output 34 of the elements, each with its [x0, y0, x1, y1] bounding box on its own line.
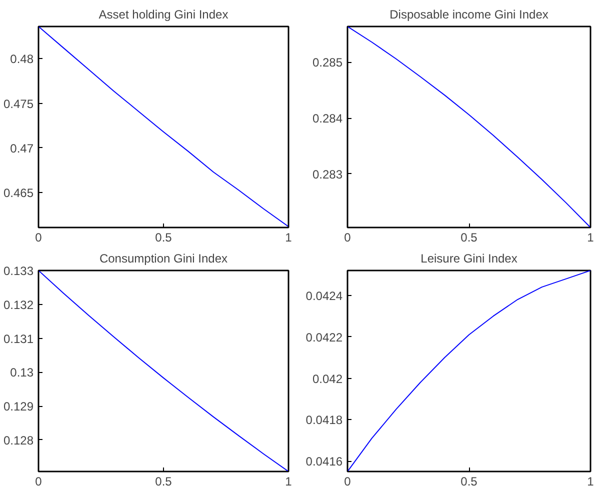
y-tick-label: 0.47 [10, 141, 34, 156]
x-tick-label: 0 [35, 230, 42, 244]
y-tick-label: 0.475 [3, 96, 34, 111]
chart-title: Consumption Gini Index [99, 252, 228, 266]
y-tick-label: 0.285 [312, 56, 343, 70]
x-tick-label: 1 [587, 474, 594, 488]
x-tick-label: 0 [344, 474, 352, 488]
x-tick-label: 1 [587, 230, 594, 244]
x-tick-label: 0 [35, 474, 42, 488]
x-tick-label: 0.5 [155, 230, 172, 244]
chart-title: Leisure Gini Index [420, 252, 518, 266]
y-tick-label: 0.042 [312, 372, 343, 386]
y-tick-label: 0.283 [312, 167, 343, 182]
x-tick-label: 1 [285, 230, 292, 244]
chart-title: Disposable income Gini Index [390, 8, 548, 22]
y-tick-label: 0.128 [3, 433, 34, 448]
x-tick-label: 0 [344, 230, 352, 244]
y-tick-label: 0.0416 [306, 454, 343, 469]
x-tick-label: 1 [285, 474, 292, 488]
y-tick-label: 0.0418 [306, 413, 343, 428]
y-tick-label: 0.13 [10, 366, 34, 380]
x-tick-label: 0.5 [460, 230, 478, 244]
x-tick-label: 0.5 [155, 474, 172, 488]
y-tick-label: 0.465 [3, 186, 34, 200]
y-tick-label: 0.131 [3, 332, 34, 346]
y-tick-label: 0.0424 [306, 288, 343, 303]
y-tick-label: 0.129 [3, 400, 34, 414]
y-tick-label: 0.48 [10, 52, 34, 66]
chart-title: Asset holding Gini Index [98, 8, 228, 22]
y-tick-label: 0.132 [3, 298, 34, 312]
y-tick-label: 0.284 [312, 112, 343, 126]
y-tick-label: 0.133 [3, 264, 34, 278]
y-tick-label: 0.0422 [306, 330, 343, 344]
x-tick-label: 0.5 [460, 474, 478, 488]
